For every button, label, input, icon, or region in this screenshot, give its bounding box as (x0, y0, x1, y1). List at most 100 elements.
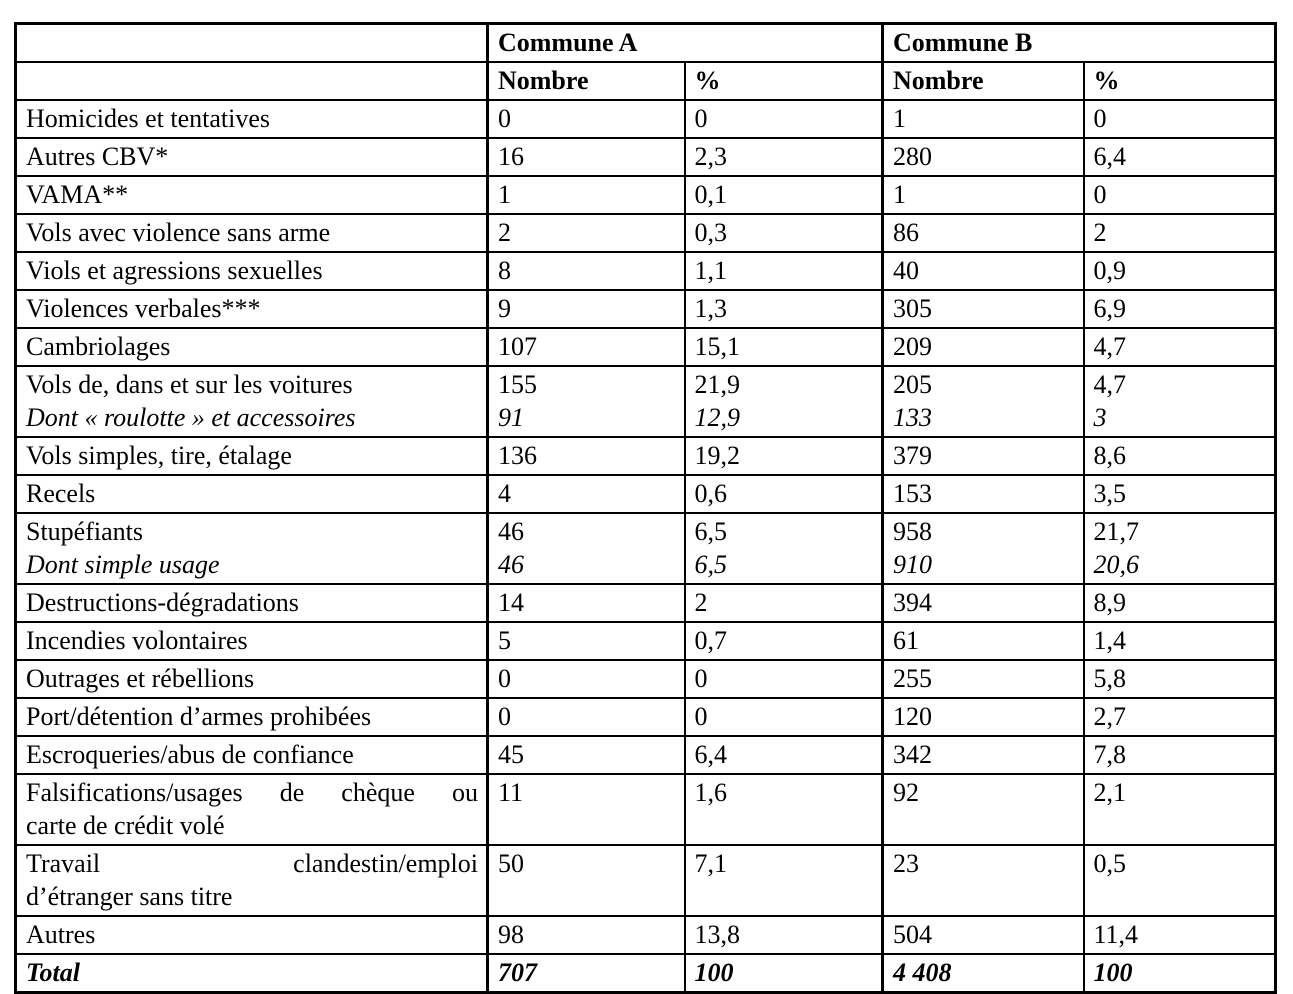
value: 4 (498, 479, 511, 508)
value: 2 (1093, 218, 1107, 247)
value-cell: 2,1 (1082, 773, 1277, 846)
row-label: Outrages et rébellions (26, 664, 255, 693)
value: 7,1 (694, 849, 728, 878)
table-row: Cambriolages 107 15,1 209 4,7 (14, 327, 1277, 367)
row-label: Travail clandestin/emploi (26, 849, 478, 878)
value: 0 (498, 664, 511, 693)
value: 46 (498, 517, 524, 546)
value: 8,9 (1093, 588, 1127, 617)
value-cell: 1 (486, 175, 686, 215)
value-cell: 6,4 (683, 735, 884, 775)
value: 1 (893, 180, 906, 209)
row-label-cell: Total (14, 953, 489, 994)
table-row: Viols et agressions sexuelles 8 1,1 40 0,9 (14, 251, 1277, 291)
value: 0 (498, 104, 511, 133)
value: 7,8 (1093, 740, 1127, 769)
row-label-cell: Port/détention d’armes prohibées (14, 697, 489, 737)
table-row: Escroqueries/abus de confiance 45 6,4 342 7,… (14, 735, 1277, 775)
row-label: Incendies volontaires (26, 626, 248, 655)
value-cell: 0 (683, 659, 884, 699)
row-label: Escroqueries/abus de confiance (26, 740, 354, 769)
value: 21,9 (694, 370, 741, 399)
value: 4 408 (893, 958, 952, 987)
value-cell: 3,5 (1082, 474, 1277, 514)
value-cell: 4,7 3 (1082, 365, 1277, 438)
value: 1,6 (694, 778, 728, 807)
value: 19,2 (694, 441, 741, 470)
value: 153 (893, 479, 932, 508)
value-cell: 155 91 (486, 365, 686, 438)
value: 2,7 (1093, 702, 1127, 731)
value: 6,9 (1093, 294, 1127, 323)
sub-value: 6,5 (694, 550, 728, 579)
value: 8 (498, 256, 511, 285)
value-cell: 9 (486, 289, 686, 329)
value-cell: 86 (881, 213, 1085, 253)
value-cell: 504 (881, 915, 1085, 955)
table-row: Destructions-dégradations 14 2 394 8,9 (14, 583, 1277, 623)
value-cell: 394 (881, 583, 1085, 623)
col-header-pct-b: % (1082, 61, 1277, 101)
row-label-cell: Vols de, dans et sur les voitures Dont « … (14, 365, 489, 438)
table-row: Travail clandestin/emploi d’étranger sans… (14, 844, 1277, 917)
row-label: Vols de, dans et sur les voitures (26, 370, 353, 399)
value-cell: 0,3 (683, 213, 884, 253)
value-cell: 958 910 (881, 512, 1085, 585)
value: 11 (498, 778, 524, 807)
value: 1,4 (1093, 626, 1127, 655)
table-row: Vols de, dans et sur les voitures Dont « … (14, 365, 1277, 438)
value-cell: 14 (486, 583, 686, 623)
value: 2 (498, 218, 511, 247)
value-cell: 255 (881, 659, 1085, 699)
value-cell: 16 (486, 137, 686, 177)
value-cell: 61 (881, 621, 1085, 661)
value-cell: 2,3 (683, 137, 884, 177)
value-cell: 120 (881, 697, 1085, 737)
value-cell: 0 (486, 659, 686, 699)
value-cell: 305 (881, 289, 1085, 329)
value: 6,4 (694, 740, 728, 769)
row-label-cell: Recels (14, 474, 489, 514)
row-label-cell: VAMA** (14, 175, 489, 215)
value: 305 (893, 294, 932, 323)
row-label: Violences verbales*** (26, 294, 261, 323)
corner-empty-cell-2 (14, 61, 489, 101)
value: 0,3 (694, 218, 728, 247)
value: 707 (498, 958, 537, 987)
value-cell: 46 46 (486, 512, 686, 585)
value: 136 (498, 441, 537, 470)
value: 0 (694, 104, 708, 133)
value-cell: 11,4 (1082, 915, 1277, 955)
row-label: Recels (26, 479, 96, 508)
row-label: Homicides et tentatives (26, 104, 271, 133)
value-cell: 5 (486, 621, 686, 661)
value-cell: 7,1 (683, 844, 884, 917)
sub-value: 20,6 (1093, 550, 1140, 579)
value: 0 (498, 702, 511, 731)
row-label-cell: Viols et agressions sexuelles (14, 251, 489, 291)
value: 2,1 (1093, 778, 1127, 807)
value: 0 (1093, 180, 1107, 209)
value-cell: 153 (881, 474, 1085, 514)
value-cell: 0,9 (1082, 251, 1277, 291)
value: 342 (893, 740, 932, 769)
value: 4,7 (1093, 332, 1127, 361)
value-cell: 11 (486, 773, 686, 846)
value: 5,8 (1093, 664, 1127, 693)
row-sub-label: Dont simple usage (26, 550, 220, 579)
value-cell: 4,7 (1082, 327, 1277, 367)
row-label-cell: Destructions-dégradations (14, 583, 489, 623)
table-row: Stupéfiants Dont simple usage 46 46 6,5 6,5 95… (14, 512, 1277, 585)
table-row: Recels 4 0,6 153 3,5 (14, 474, 1277, 514)
row-label-cell: Falsifications/usages de chèque ou carte … (14, 773, 489, 846)
value-cell: 342 (881, 735, 1085, 775)
value-cell: 1 (881, 175, 1085, 215)
value-cell: 21,9 12,9 (683, 365, 884, 438)
value-cell: 100 (683, 953, 884, 994)
col-header-nombre-b: Nombre (881, 61, 1085, 101)
row-label: Falsifications/usages de chèque ou (26, 778, 478, 807)
value-cell: 23 (881, 844, 1085, 917)
value-cell: 1,4 (1082, 621, 1277, 661)
table-row: Vols simples, tire, étalage 136 19,2 379 8,6 (14, 436, 1277, 476)
value: 50 (498, 849, 524, 878)
